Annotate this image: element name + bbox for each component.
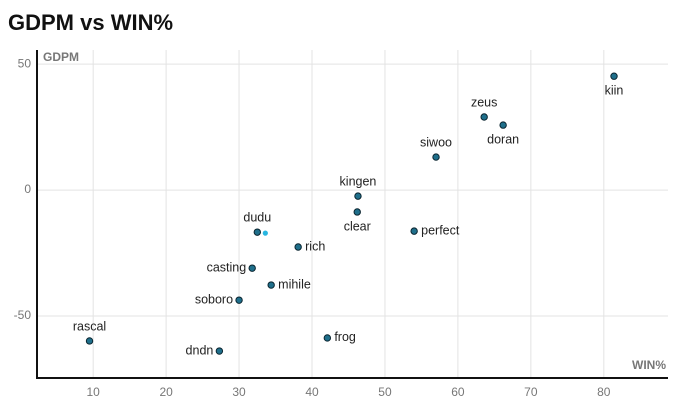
point	[499, 121, 507, 129]
x-tick-label: 20	[159, 385, 173, 399]
point-label: rich	[305, 239, 325, 253]
y-axis-label: GDPM	[43, 50, 79, 64]
point-label: soboro	[195, 292, 233, 306]
point	[353, 208, 361, 216]
point	[85, 337, 94, 345]
y-tick-label: 50	[18, 56, 32, 70]
x-axis-label: WIN%	[632, 358, 666, 372]
point	[262, 230, 268, 236]
point	[610, 72, 618, 80]
point-label: zeus	[471, 95, 497, 109]
point-label: siwoo	[420, 135, 452, 149]
point	[294, 243, 302, 251]
y-tick-label: 0	[24, 182, 31, 196]
x-tick-label: 30	[232, 385, 246, 399]
point	[215, 347, 224, 355]
x-tick-label: 80	[597, 385, 611, 399]
point-label: kingen	[340, 174, 377, 188]
point	[323, 334, 332, 342]
point	[253, 228, 262, 236]
chart-title: GDPM vs WIN%	[8, 10, 173, 35]
x-tick-label: 60	[451, 385, 465, 399]
point-label: kiin	[605, 83, 624, 97]
point-label: mihile	[278, 277, 311, 291]
point-label: perfect	[421, 223, 460, 237]
point-label: dndn	[186, 343, 214, 357]
point-label: casting	[207, 260, 247, 274]
point-label: clear	[344, 219, 371, 233]
point	[248, 264, 256, 272]
point	[354, 192, 362, 200]
point	[235, 296, 243, 304]
x-tick-label: 40	[305, 385, 319, 399]
point-label: frog	[334, 330, 356, 344]
point	[410, 227, 418, 235]
point-label: rascal	[73, 319, 106, 333]
x-tick-label: 50	[378, 385, 392, 399]
point	[267, 281, 275, 289]
point	[480, 113, 488, 121]
point-label: doran	[487, 132, 519, 146]
point-label: dudu	[243, 210, 271, 224]
x-tick-label: 10	[86, 385, 100, 399]
y-tick-label: -50	[14, 308, 32, 322]
point	[432, 153, 440, 161]
x-tick-label: 70	[524, 385, 538, 399]
